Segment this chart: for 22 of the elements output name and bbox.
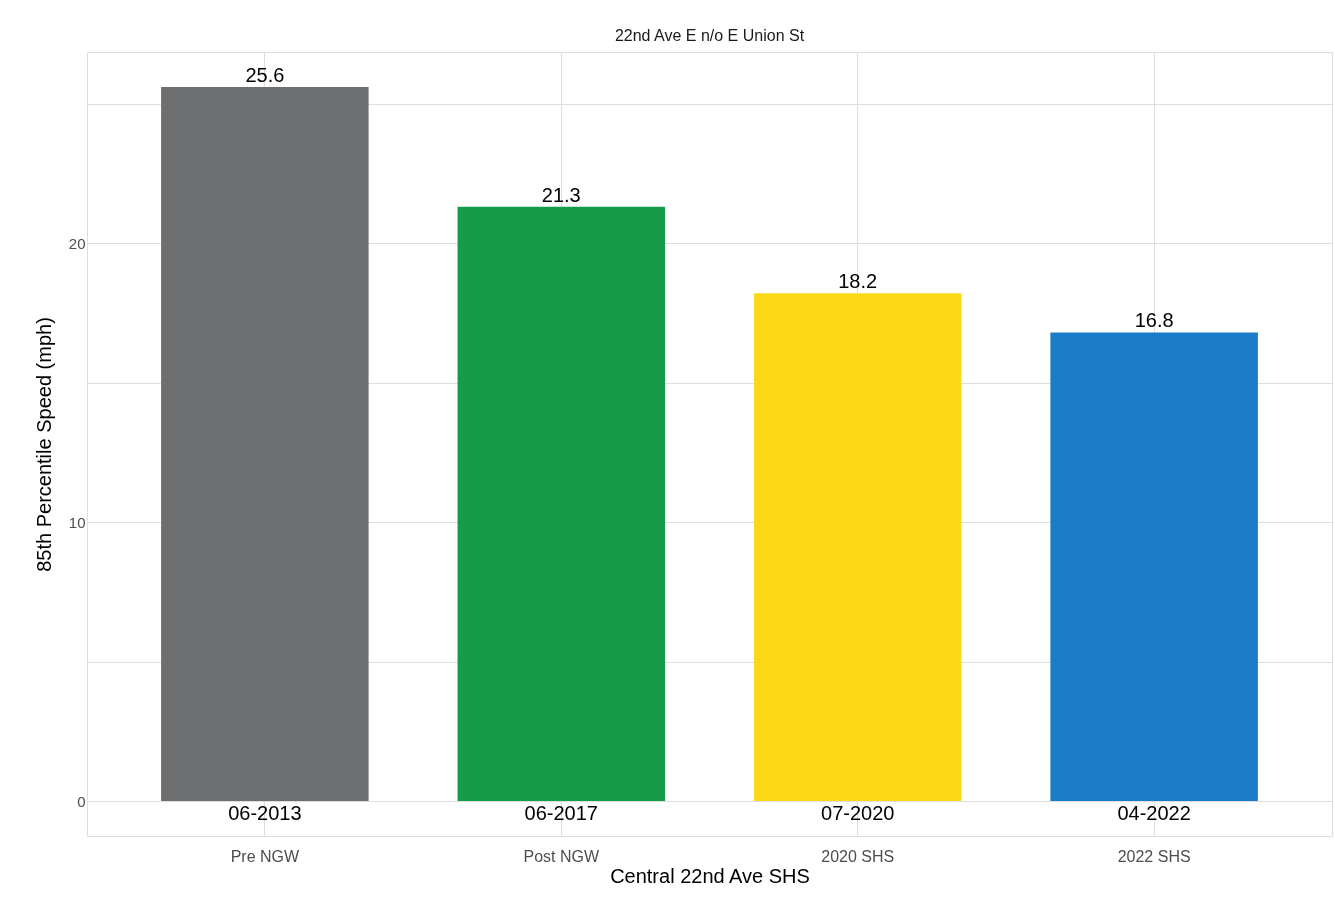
data-label: 16.8 <box>1134 309 1174 332</box>
bar <box>1050 332 1258 802</box>
y-tick-label: 0 <box>77 792 86 810</box>
data-label: 21.3 <box>541 183 581 206</box>
annotation: 06-2013 <box>228 802 302 825</box>
bar <box>753 293 962 802</box>
chart-title: 22nd Ave E n/o E Union St <box>614 27 805 44</box>
y-tick-label: 10 <box>68 513 86 531</box>
x-tick-label: Pre NGW <box>230 847 300 865</box>
data-label: 25.6 <box>245 63 285 86</box>
y-tick-label: 20 <box>68 234 86 252</box>
x-tick-label: 2022 SHS <box>1117 847 1191 865</box>
x-axis-title: Central 22nd Ave SHS <box>610 864 810 887</box>
x-tick-label: Post NGW <box>523 847 600 865</box>
bar <box>457 206 666 802</box>
bar <box>161 86 369 802</box>
annotation: 06-2017 <box>524 802 598 825</box>
y-axis-title: 85th Percentile Speed (mph) <box>32 317 55 572</box>
annotation: 07-2020 <box>821 802 895 825</box>
x-tick-label: 2020 SHS <box>821 847 895 865</box>
annotation: 04-2022 <box>1117 802 1191 825</box>
data-label: 18.2 <box>838 270 878 293</box>
